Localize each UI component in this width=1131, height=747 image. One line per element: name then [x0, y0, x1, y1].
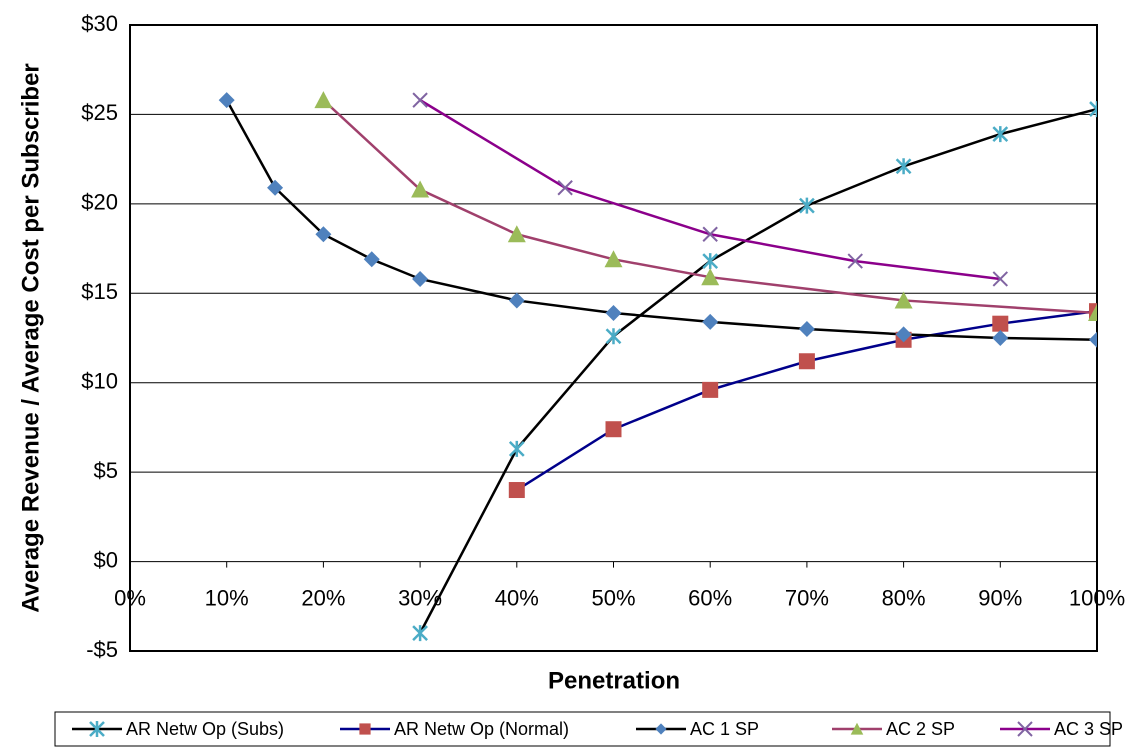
- marker: [847, 253, 863, 269]
- y-tick-label: $30: [81, 11, 118, 36]
- legend-marker: [655, 723, 667, 735]
- marker: [363, 251, 380, 268]
- y-axis-title: Average Revenue / Average Cost per Subsc…: [17, 63, 44, 613]
- legend-box: [54, 711, 1111, 747]
- x-tick-label: 50%: [591, 585, 635, 610]
- x-tick-label: 80%: [882, 585, 926, 610]
- marker: [412, 92, 428, 108]
- x-tick-label: 60%: [688, 585, 732, 610]
- marker: [702, 381, 719, 398]
- marker: [605, 304, 622, 321]
- y-tick-label: $15: [81, 279, 118, 304]
- legend-label: AC 1 SP: [690, 719, 759, 739]
- marker: [508, 482, 525, 499]
- y-tick-label: $10: [81, 369, 118, 394]
- x-tick-label: 20%: [301, 585, 345, 610]
- marker: [218, 92, 235, 109]
- marker: [894, 291, 913, 309]
- y-tick-label: $5: [94, 458, 118, 483]
- marker: [992, 126, 1009, 143]
- y-tick-label: -$5: [86, 637, 118, 662]
- marker: [508, 292, 525, 309]
- legend-marker: [1017, 721, 1033, 737]
- x-tick-label: 40%: [495, 585, 539, 610]
- marker: [267, 179, 284, 196]
- marker: [1089, 331, 1097, 348]
- marker: [702, 313, 719, 330]
- marker: [702, 226, 718, 242]
- marker: [798, 321, 815, 338]
- marker: [557, 180, 573, 196]
- marker: [412, 270, 429, 287]
- marker: [992, 315, 1009, 332]
- marker: [314, 91, 333, 109]
- marker: [992, 330, 1009, 346]
- y-tick-label: $25: [81, 100, 118, 125]
- marker: [992, 271, 1009, 287]
- marker: [799, 197, 815, 214]
- x-tick-label: 10%: [205, 585, 249, 610]
- plot-area: [218, 91, 1097, 642]
- legend-label: AC 3 SP: [1054, 719, 1123, 739]
- x-tick-label: 70%: [785, 585, 829, 610]
- marker: [895, 326, 912, 343]
- marker: [1089, 303, 1097, 320]
- marker: [605, 328, 622, 345]
- marker: [895, 158, 912, 175]
- series-line: [419, 99, 1001, 281]
- marker: [604, 250, 623, 268]
- legend-marker: [89, 721, 105, 737]
- marker: [508, 440, 525, 457]
- marker: [702, 253, 719, 270]
- series-line: [418, 107, 1097, 634]
- marker: [1088, 303, 1097, 321]
- marker: [315, 226, 332, 243]
- x-tick-label: 30%: [398, 585, 442, 610]
- y-tick-label: $0: [94, 547, 118, 572]
- marker: [1089, 101, 1097, 118]
- legend-label: AR Netw Op (Subs): [126, 719, 284, 739]
- x-axis-title: Penetration: [548, 667, 680, 694]
- legend-label: AR Netw Op (Normal): [394, 719, 569, 739]
- legend-label: AC 2 SP: [886, 719, 955, 739]
- marker: [798, 353, 815, 370]
- marker: [605, 421, 622, 438]
- legend-marker: [359, 723, 371, 735]
- marker: [701, 268, 720, 286]
- marker: [412, 625, 428, 642]
- legend-marker: [850, 722, 864, 735]
- y-tick-label: $20: [81, 190, 118, 215]
- marker: [507, 225, 526, 243]
- series-line: [225, 99, 1097, 342]
- marker: [411, 180, 430, 198]
- x-tick-label: 90%: [978, 585, 1022, 610]
